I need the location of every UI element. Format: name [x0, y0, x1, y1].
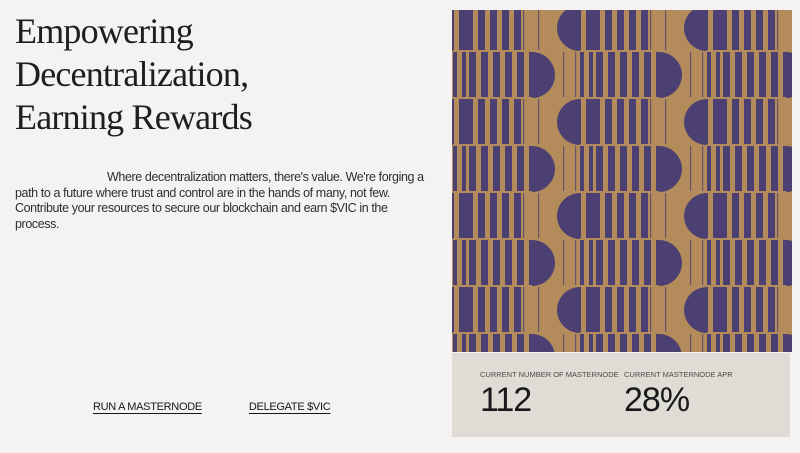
description-line: Where decentralization matters, there's … — [107, 170, 424, 184]
hero-copy: Empowering Decentralization, Earning Rew… — [15, 10, 455, 233]
masternode-count-value: 112 — [480, 381, 532, 419]
description-line: process. — [15, 217, 60, 232]
run-masternode-link[interactable]: RUN A MASTERNODE — [93, 401, 202, 413]
hero-links: RUN A MASTERNODE DELEGATE $VIC — [93, 401, 331, 413]
masternode-count-label: CURRENT NUMBER OF MASTERNODE — [480, 370, 619, 379]
delegate-vic-link[interactable]: DELEGATE $VIC — [248, 401, 331, 413]
page-title: Empowering Decentralization, Earning Rew… — [15, 10, 455, 139]
pattern-svg — [452, 10, 792, 352]
masternode-apr-value: 28% — [624, 381, 690, 419]
title-line-2: Decentralization, — [15, 54, 249, 94]
description-line: path to a future where trust and control… — [15, 185, 390, 200]
title-line-3: Earning Rewards — [15, 97, 253, 137]
decorative-pattern — [452, 10, 792, 352]
masternode-count-stat: CURRENT NUMBER OF MASTERNODE 112 — [480, 370, 619, 417]
masternode-apr-label: CURRENT MASTERNODE APR — [624, 370, 733, 379]
stats-panel: CURRENT NUMBER OF MASTERNODE 112 CURRENT… — [452, 353, 790, 437]
title-line-1: Empowering — [15, 11, 194, 51]
hero-description: Where decentralization matters, there's … — [15, 170, 455, 233]
masternode-apr-stat: CURRENT MASTERNODE APR 28% — [624, 370, 733, 417]
description-line: Contribute your resources to secure our … — [15, 201, 388, 216]
